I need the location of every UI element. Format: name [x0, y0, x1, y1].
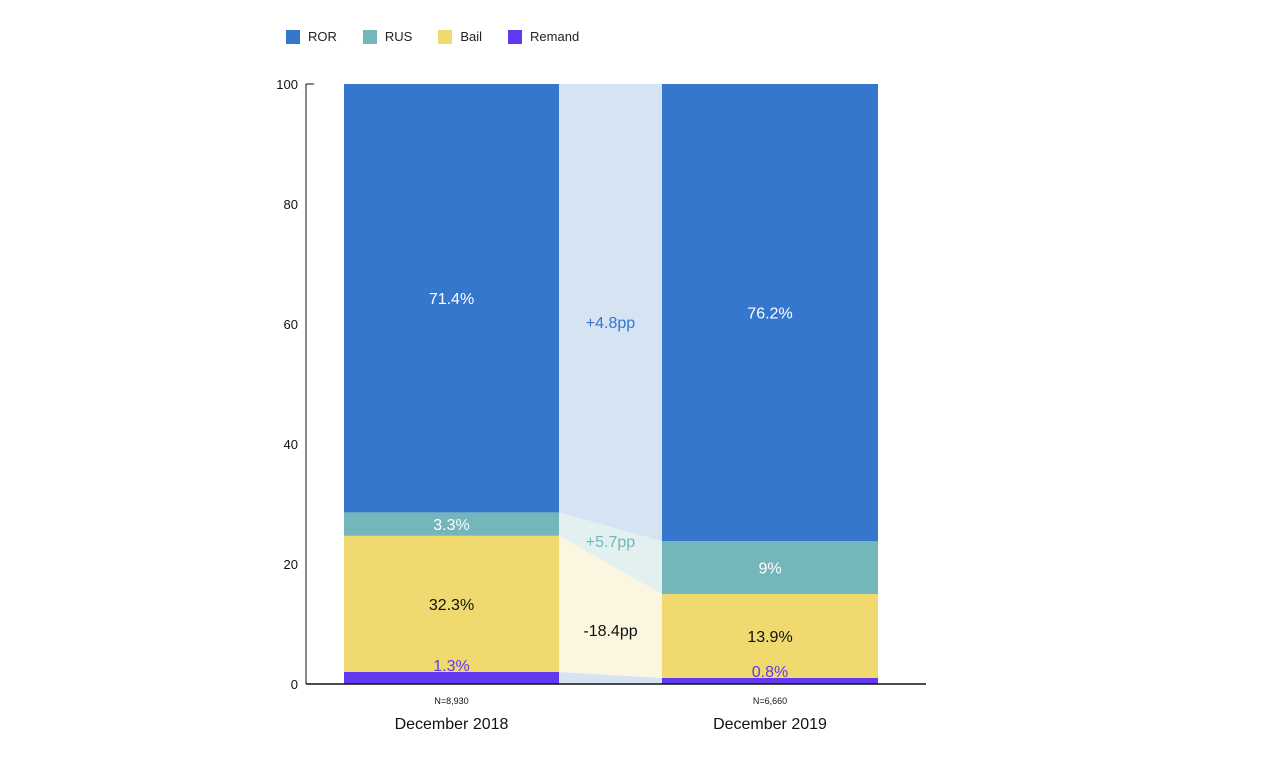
legend-label: RUS: [384, 29, 413, 44]
bar-segment-bail: [344, 535, 559, 672]
segment-label: 3.3%: [433, 517, 469, 534]
sample-size-label: N=6,660: [753, 696, 787, 706]
bar-segment-remand: [344, 672, 559, 684]
y-tick-label: 60: [284, 317, 298, 332]
x-category-label: December 2019: [713, 716, 827, 733]
segment-label: 76.2%: [747, 306, 792, 323]
segment-label: 71.4%: [429, 291, 474, 308]
legend-item-rus: RUS: [362, 29, 413, 44]
x-category-label: December 2018: [395, 716, 509, 733]
change-label: +4.8pp: [586, 315, 635, 332]
legend-item-bail: Bail: [438, 29, 482, 44]
change-label: +5.7pp: [586, 534, 635, 551]
segment-label: 0.8%: [752, 664, 788, 681]
y-tick-label: 0: [291, 677, 298, 692]
legend-item-ror: ROR: [286, 29, 337, 44]
change-label: -18.4pp: [583, 623, 637, 640]
y-tick-label: 20: [284, 557, 298, 572]
legend-swatch: [508, 29, 523, 44]
bar-segment-bail: [662, 594, 878, 678]
segment-label: 32.3%: [429, 597, 474, 614]
y-tick-label: 80: [284, 197, 298, 212]
legend-swatch: [438, 29, 453, 44]
segment-label: 13.9%: [747, 629, 792, 646]
y-tick-label: 100: [276, 77, 298, 92]
legend-swatch: [362, 29, 377, 44]
legend: ROR RUS Bail Remand: [286, 29, 605, 44]
legend-item-remand: Remand: [508, 29, 579, 44]
bar-segment-rus: [344, 512, 559, 536]
flow-band-remand: [559, 672, 662, 684]
legend-label: Remand: [530, 29, 580, 44]
bar-segment-ror: [662, 84, 878, 542]
sample-size-label: N=8,930: [434, 696, 468, 706]
flow-band-ror: [559, 84, 662, 542]
flow-band-rus: [559, 512, 662, 594]
legend-label: ROR: [308, 29, 337, 44]
y-tick-label: 40: [284, 437, 298, 452]
segment-label: 1.3%: [433, 658, 469, 675]
bar-segment-rus: [662, 541, 878, 594]
legend-swatch: [286, 29, 300, 44]
bar-segment-ror: [344, 84, 559, 513]
flow-band-bail: [559, 535, 662, 678]
legend-label: Bail: [460, 29, 483, 44]
segment-label: 9%: [758, 561, 781, 578]
bar-segment-remand: [662, 678, 878, 684]
